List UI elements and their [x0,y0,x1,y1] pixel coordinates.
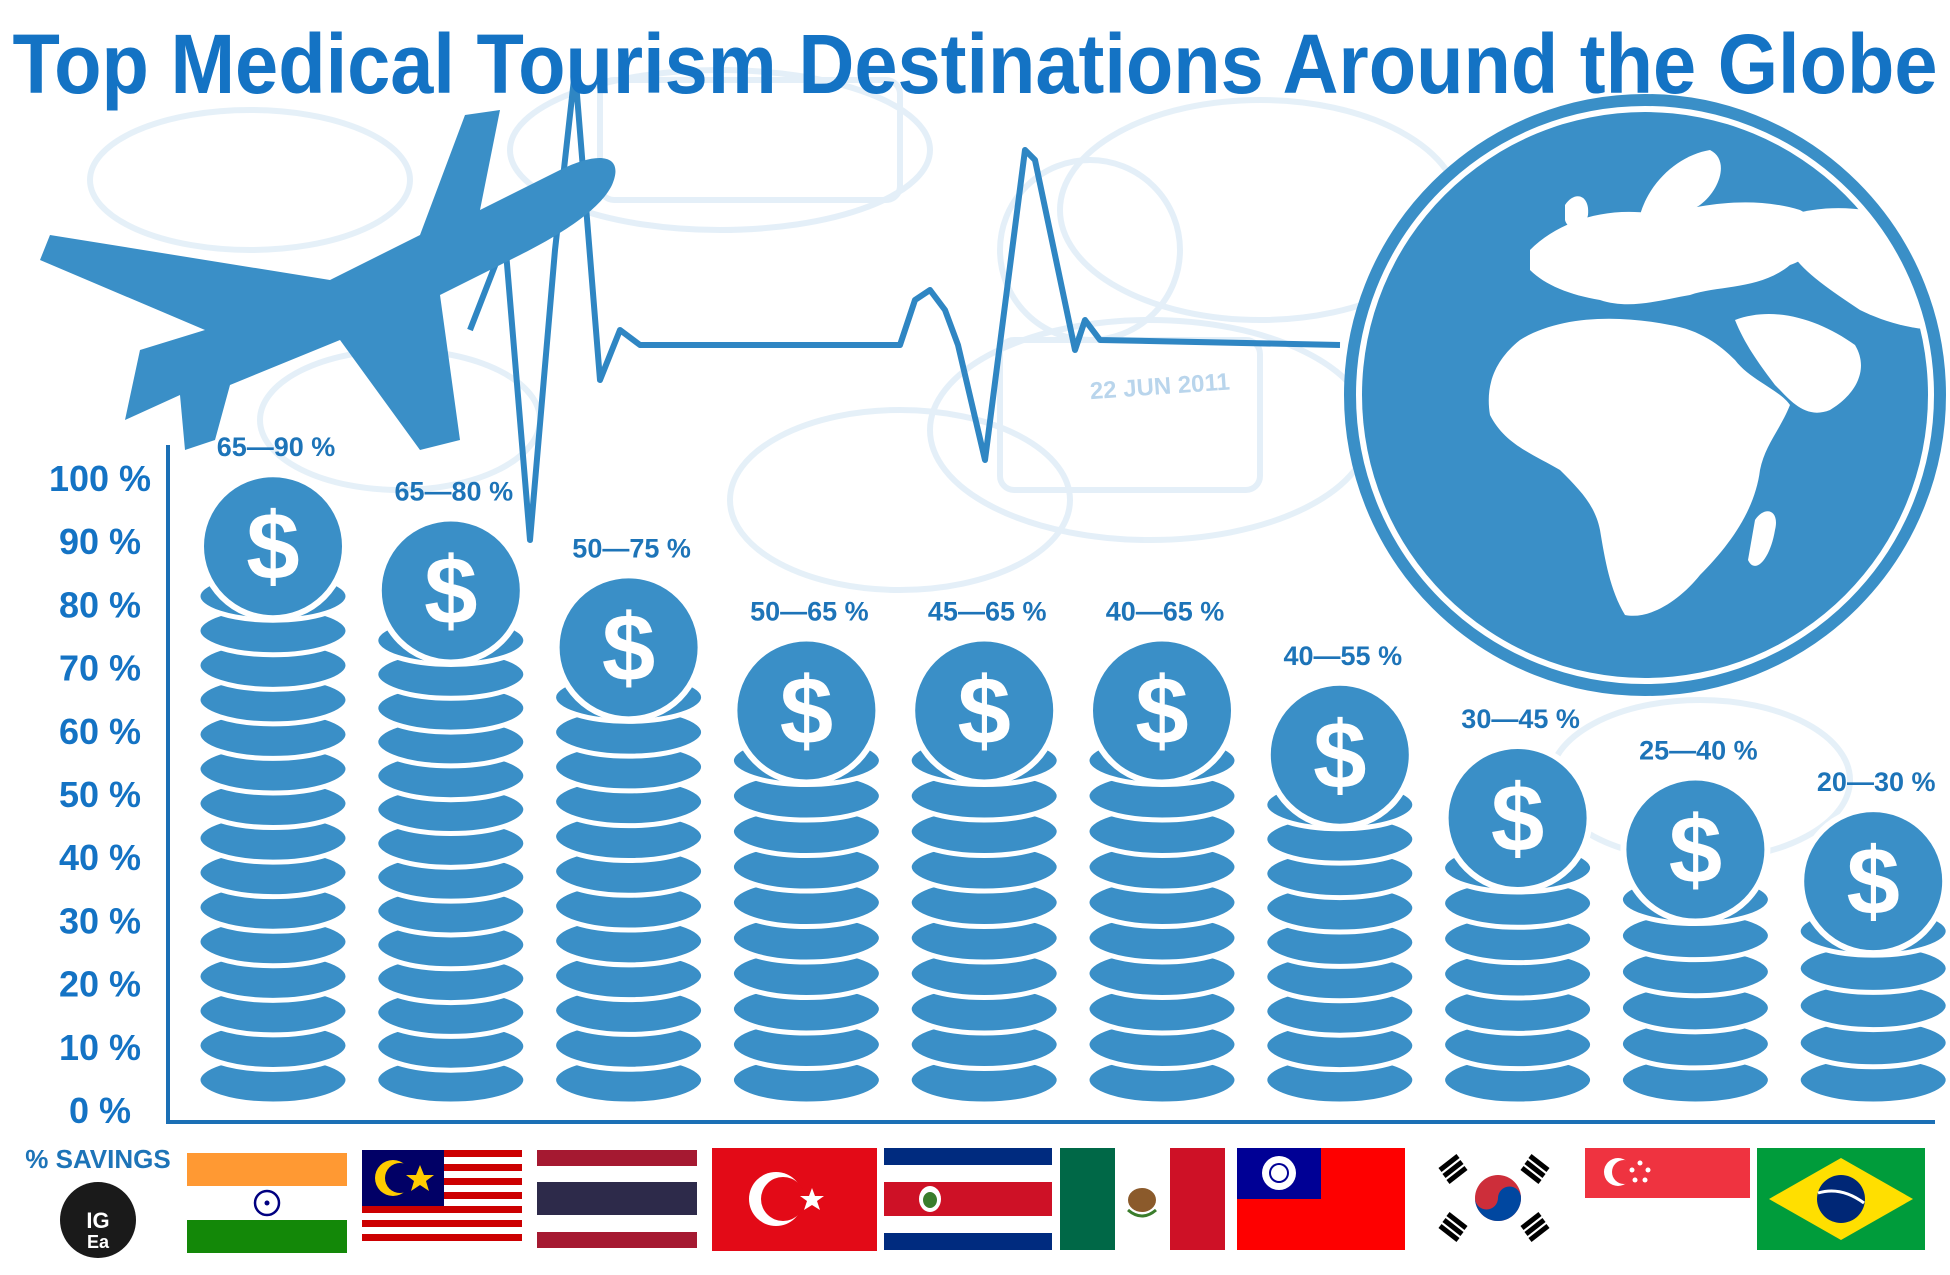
dollar-coin-icon [375,515,526,666]
dollar-coin-icon [909,635,1060,786]
logo-text: IG [86,1208,109,1233]
y-tick-label: 70 % [59,648,141,689]
dollar-coin-icon [1798,806,1949,957]
dollar-sign-icon: $ [1669,797,1722,904]
logo-text-lower: Ea [87,1232,110,1252]
data-label: 45—65 % [928,597,1047,627]
y-tick-label: 50 % [59,774,141,815]
data-label: 40—65 % [1106,597,1225,627]
dollar-coin-icon [198,471,348,622]
dollar-sign-icon: $ [602,594,655,701]
y-tick-label: 90 % [59,521,141,562]
flag-thailand-icon [537,1150,697,1248]
globe-icon [1344,94,1946,696]
dollar-sign-icon: $ [1491,765,1544,872]
y-tick-label: 20 % [59,964,141,1005]
igea-logo: IG Ea [60,1182,136,1258]
coin-stack-bar: $ [195,471,351,1107]
flag-mexico-icon [1060,1148,1225,1250]
data-label: 30—45 % [1461,704,1580,734]
y-tick-label: 80 % [59,584,141,625]
coin-stack-bar: $ [551,572,707,1107]
dollar-coin-icon [1620,774,1771,925]
data-label: 25—40 % [1639,736,1758,766]
flag-turkey-icon [712,1148,877,1251]
y-tick-label: 40 % [59,837,141,878]
dollar-coin-icon [1264,679,1415,830]
coin-stack-bar: $ [1262,679,1418,1107]
flag-south-korea-icon [1428,1148,1568,1248]
data-label: 40—55 % [1284,641,1403,671]
y-tick-label: 0 % [69,1090,131,1131]
data-label: 65—80 % [395,476,514,506]
flag-brazil-icon [1757,1148,1925,1250]
flag-row [187,1148,1925,1253]
coin-stack-bar: $ [1084,635,1240,1107]
coin-stack-bar: $ [1617,774,1773,1107]
coin-stack-bar: $ [906,635,1062,1107]
dollar-sign-icon: $ [958,658,1011,765]
coin-stack-bar: $ [1795,806,1950,1107]
flag-singapore-icon [1585,1148,1750,1198]
y-tick-label: 10 % [59,1027,141,1068]
dollar-coin-icon [731,635,882,786]
flag-india-icon [187,1153,347,1253]
coin-stack-bar: $ [373,515,529,1107]
dollar-sign-icon: $ [1847,828,1900,935]
y-tick-label: 100 % [49,458,151,499]
flag-malaysia-icon [362,1150,522,1246]
dollar-sign-icon: $ [780,658,833,765]
data-label: 65—90 % [217,432,336,462]
dollar-sign-icon: $ [1313,702,1366,809]
dollar-sign-icon: $ [424,537,477,644]
y-tick-label: 60 % [59,711,141,752]
coin-stack-bar: $ [1440,742,1596,1107]
data-label: 50—75 % [572,533,691,563]
airplane-icon [40,110,616,450]
dollar-coin-icon [553,572,704,723]
flag-taiwan-icon [1237,1148,1405,1250]
data-label: 50—65 % [750,597,869,627]
chart-title: Top Medical Tourism Destinations Around … [13,17,1938,111]
coin-stack-bar: $ [728,635,884,1107]
y-tick-label: 30 % [59,900,141,941]
dollar-coin-icon [1087,635,1237,786]
dollar-sign-icon: $ [1135,658,1188,765]
stamp-text: 22 JUN 2011 [1089,368,1231,405]
dollar-coin-icon [1442,742,1593,893]
dollar-sign-icon: $ [246,493,299,600]
data-label: 20—30 % [1817,767,1936,797]
savings-label: % SAVINGS [25,1144,170,1174]
flag-costa-rica-icon [884,1148,1052,1250]
